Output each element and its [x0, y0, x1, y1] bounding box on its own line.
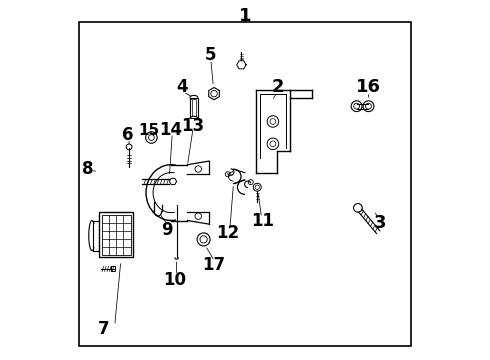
- Text: 1: 1: [239, 7, 251, 25]
- Text: 7: 7: [98, 320, 110, 338]
- Text: 12: 12: [216, 224, 239, 242]
- Text: 4: 4: [176, 78, 188, 96]
- Text: 17: 17: [202, 256, 225, 274]
- Bar: [111, 266, 115, 271]
- Text: 14: 14: [160, 121, 183, 139]
- Text: 16: 16: [356, 78, 381, 96]
- Bar: [102, 215, 130, 255]
- Bar: [99, 212, 133, 257]
- Text: 3: 3: [374, 214, 386, 232]
- Text: 11: 11: [251, 212, 274, 230]
- Text: 13: 13: [181, 117, 204, 135]
- Text: 6: 6: [122, 126, 134, 144]
- Text: 2: 2: [272, 78, 284, 96]
- Text: 15: 15: [139, 123, 160, 138]
- Bar: [190, 98, 198, 118]
- Text: 5: 5: [205, 46, 216, 64]
- Text: 10: 10: [163, 271, 186, 289]
- Text: 8: 8: [81, 160, 93, 178]
- Text: 9: 9: [161, 221, 172, 239]
